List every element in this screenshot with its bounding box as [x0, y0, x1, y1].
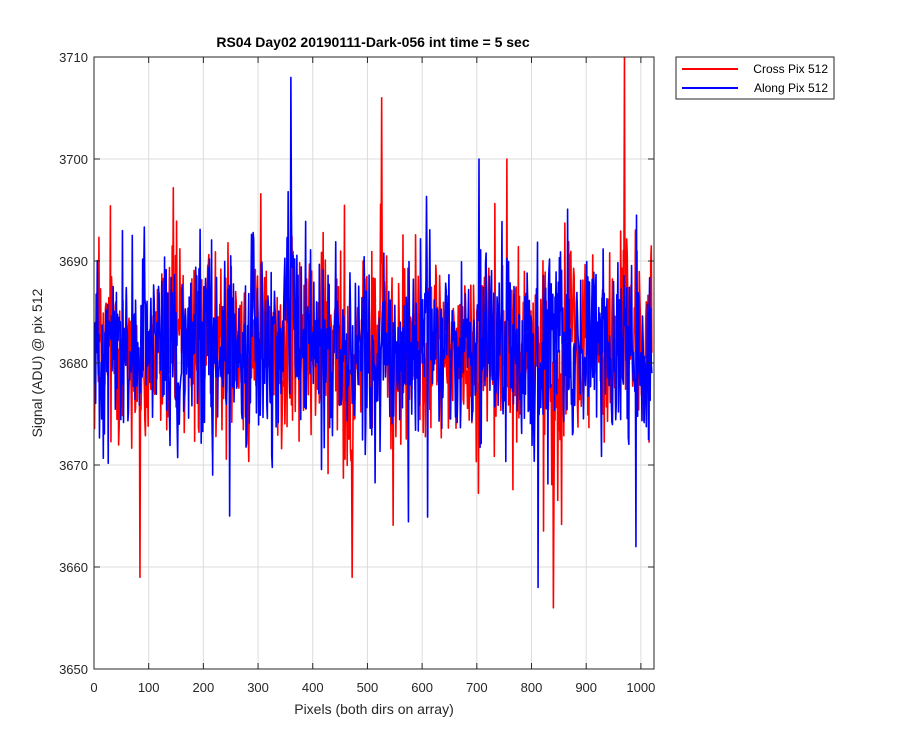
y-tick-label: 3660 — [59, 560, 88, 575]
y-tick-label: 3700 — [59, 152, 88, 167]
x-tick-label: 100 — [138, 680, 160, 695]
chart-title: RS04 Day02 20190111-Dark-056 int time = … — [216, 34, 529, 50]
series-line-along-pix — [94, 76, 653, 589]
x-tick-label: 300 — [247, 680, 269, 695]
series-layer — [94, 57, 653, 609]
x-axis-label: Pixels (both dirs on array) — [294, 701, 454, 717]
x-tick-label: 600 — [411, 680, 433, 695]
y-tick-label: 3650 — [59, 662, 88, 677]
y-tick-label: 3690 — [59, 254, 88, 269]
x-tick-label: 500 — [357, 680, 379, 695]
axis-ticks: 0 100 200 300 400 500 600 700 800 900 1000 3650 3660… — [59, 50, 655, 695]
x-tick-label: 800 — [521, 680, 543, 695]
x-tick-label: 400 — [302, 680, 324, 695]
y-axis-label: Signal (ADU) @ pix 512 — [29, 288, 45, 437]
legend-label-along-pix: Along Pix 512 — [754, 81, 828, 95]
y-tick-label: 3670 — [59, 458, 88, 473]
legend: Cross Pix 512 Along Pix 512 — [675, 56, 835, 100]
y-tick-label: 3680 — [59, 356, 88, 371]
x-tick-label: 0 — [90, 680, 97, 695]
x-tick-label: 200 — [193, 680, 215, 695]
legend-box — [675, 56, 835, 100]
x-tick-label: 700 — [466, 680, 488, 695]
y-tick-label: 3710 — [59, 50, 88, 65]
x-tick-label: 900 — [575, 680, 597, 695]
legend-label-cross-pix: Cross Pix 512 — [753, 62, 828, 76]
x-tick-label: 1000 — [626, 680, 655, 695]
